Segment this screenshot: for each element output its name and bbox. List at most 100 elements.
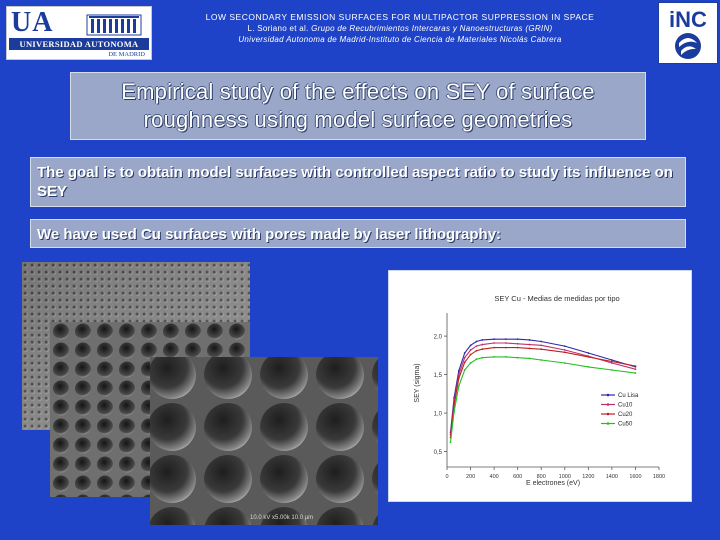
- goal-box: The goal is to obtain model surfaces wit…: [30, 157, 686, 207]
- chart-data-point: [563, 349, 566, 351]
- chart-data-point: [528, 357, 531, 360]
- header: LOW SECONDARY EMISSION SURFACES FOR MULT…: [160, 11, 640, 45]
- header-institution: Universidad Autonoma de Madrid-Instituto…: [238, 35, 562, 44]
- header-project-title: LOW SECONDARY EMISSION SURFACES FOR MULT…: [205, 12, 595, 22]
- chart-x-tick-label: 1200: [582, 474, 594, 480]
- uam-emblem-icon: [86, 14, 142, 36]
- chart-legend-marker: [606, 422, 610, 425]
- chart-data-point: [493, 346, 496, 349]
- inc-logo: iNC: [658, 2, 718, 64]
- chart-data-point: [481, 339, 484, 341]
- chart-data-point: [540, 340, 543, 343]
- chart-data-point: [610, 362, 613, 364]
- chart-data-point: [469, 344, 472, 347]
- chart-data-point: [469, 353, 472, 356]
- header-authors-line: L. Soriano et al. Grupo de Recubrimiento…: [160, 23, 640, 34]
- chart-data-point: [463, 352, 466, 354]
- chart-data-point: [634, 372, 637, 374]
- header-authors: L. Soriano et al.: [247, 24, 309, 33]
- chart-data-point: [463, 361, 466, 364]
- sey-chart-svg: SEY Cu - Medias de medidas por tipo SEY …: [414, 294, 665, 487]
- chart-data-point: [540, 359, 543, 361]
- chart-data-point: [587, 366, 590, 368]
- uam-logo-name: UNIVERSIDAD AUTONOMA: [9, 38, 149, 50]
- chart-data-point: [587, 352, 590, 354]
- chart-legend-label: Cu10: [618, 403, 633, 409]
- chart-data-point: [475, 358, 478, 361]
- chart-series-line: [449, 342, 636, 435]
- chart-data-point: [587, 355, 590, 358]
- chart-data-point: [481, 356, 484, 359]
- chart-legend-label: Cu Lisa: [618, 393, 639, 399]
- chart-data-point: [504, 346, 507, 349]
- chart-x-tick-label: 1600: [629, 474, 641, 480]
- chart-x-tick-label: 600: [513, 474, 522, 480]
- chart-data-point: [516, 338, 519, 341]
- chart-series-line: [449, 356, 636, 443]
- chart-x-tick-label: 1000: [559, 474, 571, 480]
- chart-data-point: [563, 362, 566, 364]
- chart-x-tick-label: 800: [537, 474, 546, 480]
- method-text: We have used Cu surfaces with pores made…: [37, 226, 502, 243]
- chart-data-point: [475, 340, 478, 343]
- chart-data-point: [457, 373, 460, 376]
- chart-legend-marker: [606, 393, 610, 397]
- inc-logo-graphic: iNC: [669, 7, 707, 59]
- chart-data-point: [504, 338, 507, 341]
- chart-legend-label: Cu20: [618, 412, 633, 418]
- sem-scale-text: 10.0 kV x5.00k 10.0 µm: [250, 515, 313, 521]
- chart-data-point: [610, 359, 613, 361]
- header-group: Grupo de Recubrimientos Intercaras y Nan…: [311, 24, 553, 33]
- chart-data-point: [481, 348, 484, 351]
- chart-data-point: [493, 338, 496, 341]
- chart-y-tick-label: 1,5: [434, 373, 443, 379]
- chart-x-tick-label: 1800: [653, 474, 665, 480]
- chart-x-tick-label: 0: [445, 474, 448, 480]
- chart-data-point: [469, 349, 472, 351]
- chart-data-point: [453, 410, 455, 413]
- chart-data-point: [457, 385, 460, 388]
- chart-legend-marker: [606, 403, 610, 406]
- slide-title-line-2: roughness using model surface geometries: [143, 107, 573, 132]
- chart-series-line: [449, 347, 636, 438]
- chart-data-point: [475, 345, 478, 348]
- chart-y-axis-label: SEY (sigma): [414, 363, 421, 402]
- slide-title-line-1: Empirical study of the effects on SEY of…: [121, 79, 595, 104]
- method-box: We have used Cu surfaces with pores made…: [30, 219, 686, 248]
- chart-data-point: [453, 404, 455, 407]
- uam-logo: UA UNIVERSIDAD AUTONOMA DE MADRID: [6, 6, 152, 60]
- chart-y-tick-label: 1,0: [434, 412, 443, 418]
- chart-data-point: [475, 349, 478, 352]
- chart-legend-label: Cu50: [618, 422, 633, 428]
- chart-data-point: [516, 346, 519, 349]
- goal-text: The goal is to obtain model surfaces wit…: [37, 164, 673, 200]
- chart-data-point: [463, 369, 466, 371]
- chart-legend-marker: [606, 412, 610, 416]
- chart-data-point: [563, 351, 566, 354]
- chart-x-tick-label: 200: [466, 474, 475, 480]
- chart-data-point: [493, 355, 496, 358]
- chart-data-point: [463, 356, 466, 359]
- chart-data-point: [481, 343, 484, 346]
- chart-data-point: [540, 348, 543, 351]
- chart-data-point: [634, 365, 637, 368]
- inc-logo-text: iNC: [669, 7, 707, 32]
- chart-data-point: [457, 377, 460, 380]
- chart-data-point: [540, 344, 543, 347]
- chart-data-point: [528, 347, 531, 350]
- chart-title: SEY Cu - Medias de medidas por tipo: [494, 294, 619, 303]
- chart-data-point: [504, 355, 507, 358]
- chart-data-point: [516, 356, 519, 359]
- slide-title: Empirical study of the effects on SEY of…: [70, 72, 646, 140]
- uam-logo-subtitle: DE MADRID: [108, 51, 145, 58]
- chart-data-point: [469, 362, 472, 364]
- chart-data-point: [504, 342, 507, 344]
- chart-data-point: [610, 369, 613, 371]
- chart-data-point: [634, 368, 637, 371]
- chart-data-point: [563, 345, 566, 348]
- chart-data-point: [449, 441, 452, 444]
- chart-x-tick-label: 1400: [606, 474, 618, 480]
- chart-x-axis-label: E electrones (eV): [526, 480, 580, 487]
- chart-series-line: [449, 338, 636, 433]
- chart-x-tick-label: 400: [490, 474, 499, 480]
